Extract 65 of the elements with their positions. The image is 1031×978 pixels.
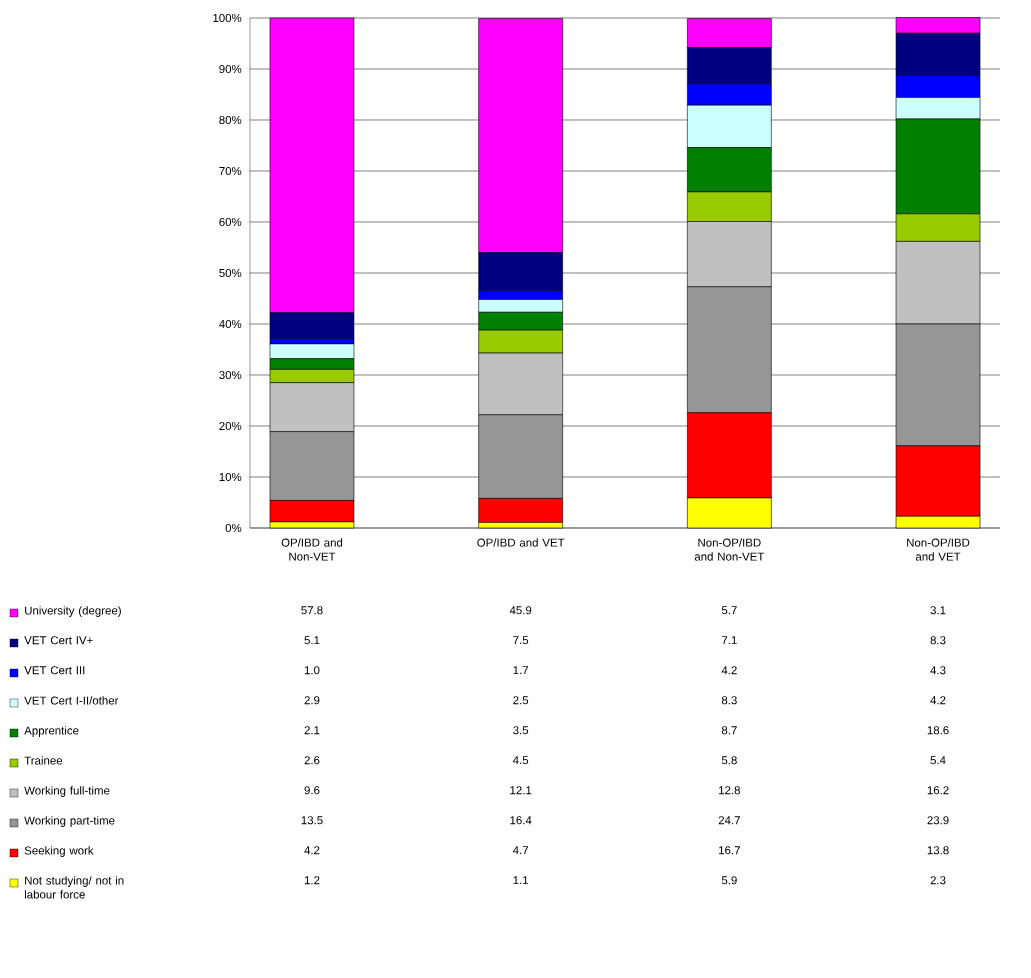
legend-label: VET Cert III xyxy=(24,666,85,675)
legend-label: Working full-time xyxy=(24,786,110,797)
y-tick-label: 30% xyxy=(219,370,242,380)
data-label: 12.1 xyxy=(510,786,532,795)
data-label: 8.3 xyxy=(721,696,737,705)
data-label: 5.4 xyxy=(930,756,946,765)
data-label: 4.3 xyxy=(930,666,946,675)
data-label: 4.2 xyxy=(304,846,320,855)
x-tick-label: OP/IBD and VET xyxy=(477,538,565,547)
data-label: 1.1 xyxy=(513,876,529,885)
x-tick-label: OP/IBD and Non-VET xyxy=(281,538,343,561)
data-label: 45.9 xyxy=(509,606,532,615)
y-tick-label: 0% xyxy=(225,523,242,533)
data-label: 2.1 xyxy=(304,726,320,735)
y-tick-label: 70% xyxy=(219,166,242,176)
data-label: 24.7 xyxy=(718,816,740,825)
legend-label: Apprentice xyxy=(24,726,79,737)
legend-label: Trainee xyxy=(24,756,63,765)
y-tick-label: 60% xyxy=(219,217,242,227)
y-tick-label: 40% xyxy=(219,319,242,329)
y-tick-label: 50% xyxy=(219,268,242,278)
data-label: 1.2 xyxy=(304,876,320,885)
data-label: 7.5 xyxy=(513,636,529,645)
legend-label: VET Cert IV+ xyxy=(24,636,93,645)
data-label: 16.4 xyxy=(510,816,532,825)
data-label: 8.3 xyxy=(930,636,946,645)
data-label: 4.5 xyxy=(512,756,529,765)
y-tick-label: 10% xyxy=(219,472,242,482)
legend-label: Working part-time xyxy=(24,816,115,827)
data-label: 5.7 xyxy=(721,606,737,615)
data-label: 16.2 xyxy=(927,786,949,795)
x-tick-label: Non-OP/IBD and Non-VET xyxy=(694,538,765,561)
data-label: 13.8 xyxy=(927,846,949,855)
data-label: 13.5 xyxy=(301,816,323,825)
legend-label: Not studying/ not in labour force xyxy=(24,876,124,899)
data-label: 4.2 xyxy=(930,696,946,705)
data-label: 2.3 xyxy=(930,876,946,885)
data-label: 5.8 xyxy=(721,756,737,765)
data-label: 4.2 xyxy=(721,666,737,675)
data-label: 1.0 xyxy=(304,666,320,675)
data-label: 12.8 xyxy=(719,786,740,795)
legend-label: University (degree) xyxy=(25,606,121,617)
data-label: 2.6 xyxy=(304,756,320,765)
data-label: 23.9 xyxy=(927,816,949,825)
legend-label: VET Cert I-II/other xyxy=(24,696,119,705)
y-tick-label: 80% xyxy=(219,115,242,125)
data-label: 7.1 xyxy=(721,636,737,645)
data-label: 1.7 xyxy=(513,666,529,675)
y-tick-label: 100% xyxy=(213,13,242,23)
y-tick-label: 20% xyxy=(219,421,242,431)
x-tick-label: Non-OP/IBD and VET xyxy=(907,538,970,561)
data-label: 2.5 xyxy=(513,696,529,705)
y-tick-label: 90% xyxy=(219,64,242,74)
data-label: 18.6 xyxy=(927,726,949,735)
data-label: 9.6 xyxy=(304,786,320,795)
data-label: 3.1 xyxy=(930,606,946,615)
data-label: 2.9 xyxy=(304,696,320,705)
data-label: 57.8 xyxy=(301,606,323,615)
data-label: 3.5 xyxy=(513,726,529,735)
data-label: 5.1 xyxy=(304,636,320,645)
data-label: 8.7 xyxy=(721,726,737,735)
data-label: 5.9 xyxy=(721,876,737,885)
data-label: 4.7 xyxy=(512,846,529,855)
data-label: 16.7 xyxy=(719,846,740,855)
legend-label: Seeking work xyxy=(24,846,94,857)
